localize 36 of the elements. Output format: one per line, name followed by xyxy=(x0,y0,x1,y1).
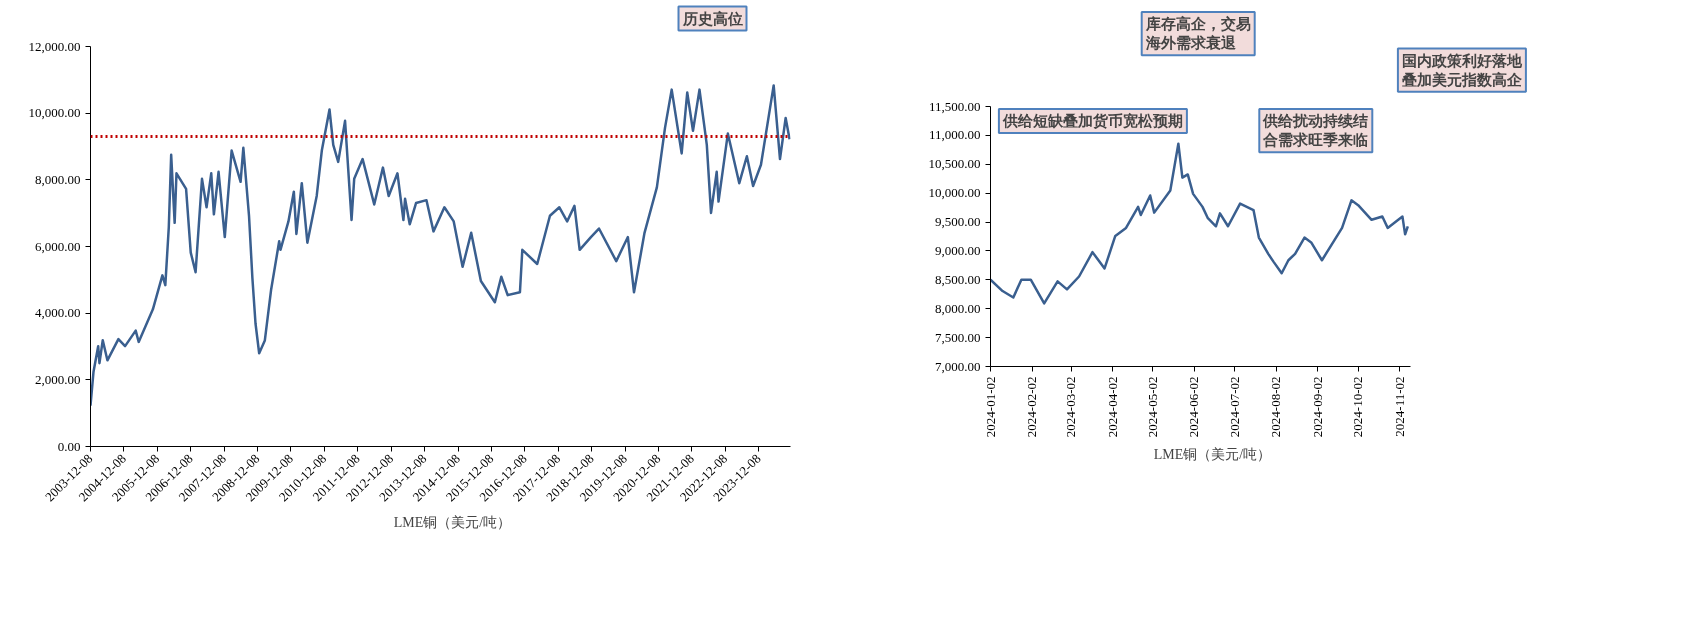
y-tick-label: 12,000.00 xyxy=(28,38,81,54)
y-tick-label: 9,000.00 xyxy=(935,242,981,258)
y-tick-label: 8,000.00 xyxy=(35,171,81,187)
text: LME铜（美元/吨） xyxy=(1153,446,1272,464)
x-tick-label: 2024-02-02 xyxy=(1024,376,1040,438)
y-tick-label: 10,500.00 xyxy=(928,156,981,172)
y-tick-label: 0.00 xyxy=(57,438,81,454)
text: 库存高企，交易海外需求衰退 xyxy=(1144,15,1251,52)
y-tick-label: 9,500.00 xyxy=(935,214,981,230)
x-tick-label: 2024-11-02 xyxy=(1391,376,1407,437)
y-tick-label: 2,000.00 xyxy=(35,371,81,387)
y-tick-label: 10,000.00 xyxy=(928,185,981,201)
x-tick-label: 2024-01-02 xyxy=(982,376,998,438)
x-tick-label: 2024-07-02 xyxy=(1226,376,1242,438)
y-tick-label: 7,500.00 xyxy=(935,329,981,345)
y-tick-label: 7,000.00 xyxy=(935,358,981,374)
line-series xyxy=(90,84,791,407)
x-tick-label: 2024-09-02 xyxy=(1309,376,1325,438)
x-tick-label: 2024-10-02 xyxy=(1350,376,1366,438)
y-tick-label: 8,000.00 xyxy=(935,300,981,316)
y-tick-label: 6,000.00 xyxy=(35,238,81,254)
text: LME铜（美元/吨） xyxy=(393,514,512,532)
x-tick-label: 2024-08-02 xyxy=(1268,376,1284,438)
x-tick-label: 2024-05-02 xyxy=(1144,376,1160,438)
y-tick-label: 10,000.00 xyxy=(28,105,81,121)
text: 历史高位 xyxy=(681,9,743,27)
x-tick-label: 2024-04-02 xyxy=(1104,376,1120,438)
y-tick-label: 11,000.00 xyxy=(928,127,981,143)
y-tick-label: 11,500.00 xyxy=(928,98,981,114)
text: 国内政策利好落地叠加美元指数高企 xyxy=(1400,52,1523,88)
annotation: 供给短缺叠加货币宽松预期 xyxy=(1001,112,1183,130)
x-tick-label: 2024-06-02 xyxy=(1186,376,1202,438)
y-tick-label: 4,000.00 xyxy=(35,305,81,321)
annotation: 供给扰动持续结合需求旺季来临 xyxy=(1262,113,1369,149)
x-tick-label: 2024-03-02 xyxy=(1063,376,1079,438)
y-tick-label: 8,500.00 xyxy=(935,271,981,287)
